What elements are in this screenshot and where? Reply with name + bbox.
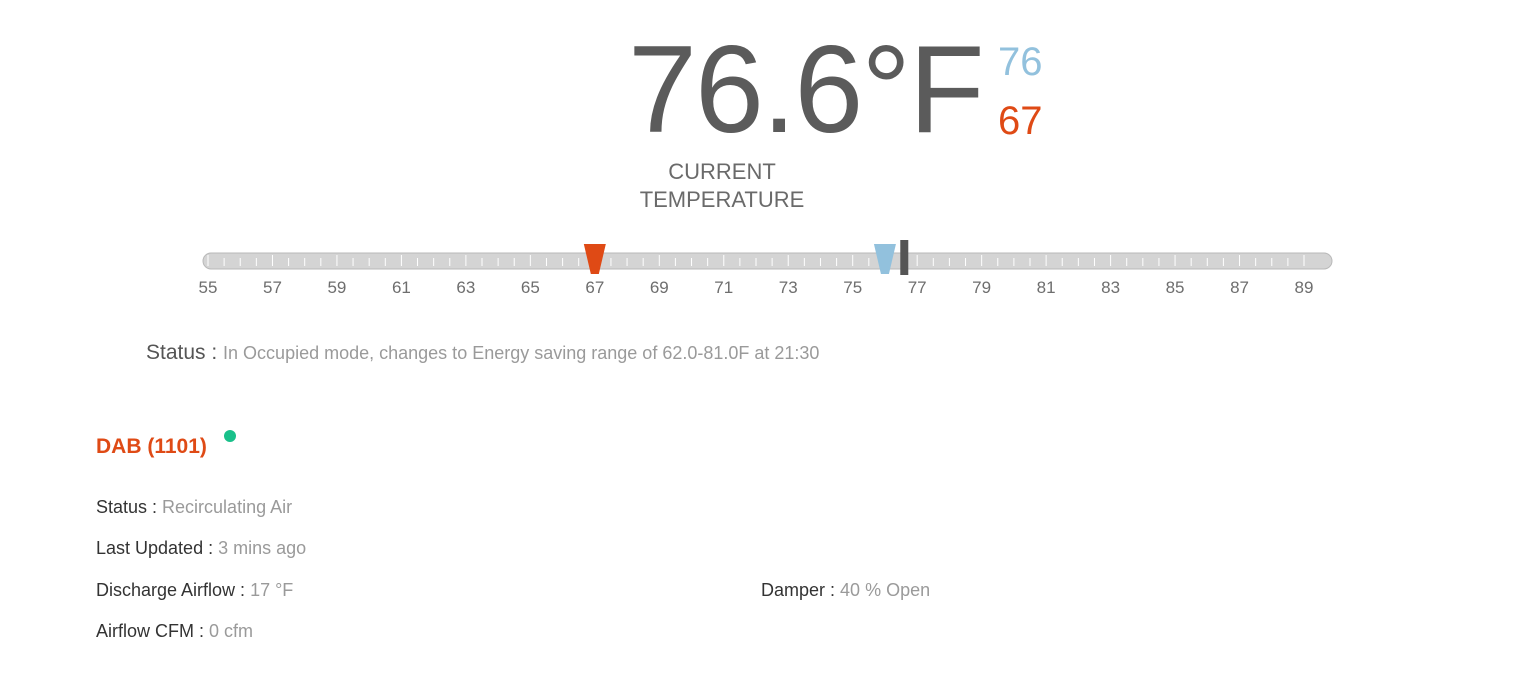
cooling-setpoint-value[interactable]: 76 [998, 40, 1043, 84]
tick-label: 67 [585, 278, 604, 297]
tick-label: 75 [843, 278, 862, 297]
current-temperature: 76.6°F [628, 21, 985, 159]
airflow-cfm-value: 0 cfm [209, 621, 254, 641]
heating-setpoint-handle[interactable] [583, 244, 606, 274]
current-label-line1: CURRENT [668, 159, 776, 184]
tick-label: 61 [392, 278, 411, 297]
dab-status-value: Recirculating Air [162, 497, 293, 517]
tick-label: 87 [1230, 278, 1249, 297]
tick-label: 65 [521, 278, 540, 297]
zone-status-label: Status : [146, 341, 218, 364]
tick-label: 79 [972, 278, 991, 297]
last-updated-value: 3 mins ago [218, 538, 307, 558]
tick-label: 71 [714, 278, 733, 297]
zone-status: Status : In Occupied mode, changes to En… [146, 340, 819, 366]
airflow-cfm-row: Airflow CFM : 0 cfm [96, 619, 253, 643]
zone-status-value: In Occupied mode, changes to Energy savi… [223, 343, 820, 363]
current-temperature-marker [900, 240, 909, 275]
damper-value: 40 % Open [840, 580, 931, 600]
heating-setpoint-value[interactable]: 67 [998, 99, 1043, 143]
tick-label: 69 [650, 278, 669, 297]
dab-status-row: Status : Recirculating Air [96, 495, 292, 519]
temperature-slider[interactable]: 55 57 59 61 63 65 67 69 71 73 75 77 79 81 83 85 87 89 [0, 230, 1525, 310]
dab-status-label: Status : [96, 497, 158, 517]
current-temperature-label: CURRENT TEMPERATURE [622, 158, 822, 214]
discharge-airflow-label: Discharge Airflow : [96, 580, 246, 600]
tick-label: 63 [456, 278, 475, 297]
tick-label: 81 [1037, 278, 1056, 297]
tick-label: 83 [1101, 278, 1120, 297]
tick-label: 85 [1166, 278, 1185, 297]
last-updated-row: Last Updated : 3 mins ago [96, 536, 306, 560]
damper-row: Damper : 40 % Open [761, 578, 930, 602]
tick-label: 77 [908, 278, 927, 297]
tick-label: 59 [327, 278, 346, 297]
tick-label: 57 [263, 278, 282, 297]
current-label-line2: TEMPERATURE [639, 187, 805, 212]
online-status-dot [224, 430, 236, 442]
airflow-cfm-label: Airflow CFM : [96, 621, 204, 641]
last-updated-label: Last Updated : [96, 538, 214, 558]
tick-label: 89 [1295, 278, 1314, 297]
discharge-airflow-row: Discharge Airflow : 17 °F [96, 578, 293, 602]
tick-label: 73 [779, 278, 798, 297]
tick-label: 55 [199, 278, 218, 297]
cooling-setpoint-handle[interactable] [873, 244, 896, 274]
discharge-airflow-value: 17 °F [250, 580, 294, 600]
damper-label: Damper : [761, 580, 836, 600]
slider-track[interactable] [202, 252, 1333, 270]
dab-title[interactable]: DAB (1101) [96, 435, 207, 458]
slider-tick-labels: 55 57 59 61 63 65 67 69 71 73 75 77 79 81 83 85 87 89 [199, 278, 1314, 297]
